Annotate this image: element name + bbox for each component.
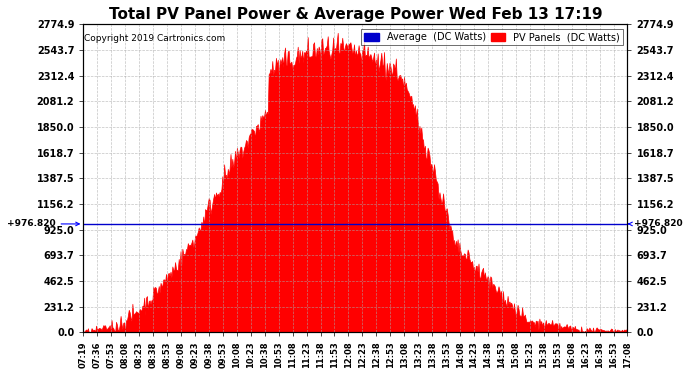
Title: Total PV Panel Power & Average Power Wed Feb 13 17:19: Total PV Panel Power & Average Power Wed… — [108, 7, 602, 22]
Text: +976.820: +976.820 — [7, 219, 79, 228]
Legend: Average  (DC Watts), PV Panels  (DC Watts): Average (DC Watts), PV Panels (DC Watts) — [362, 29, 622, 45]
Text: Copyright 2019 Cartronics.com: Copyright 2019 Cartronics.com — [84, 34, 225, 43]
Text: +976.820: +976.820 — [629, 219, 683, 228]
